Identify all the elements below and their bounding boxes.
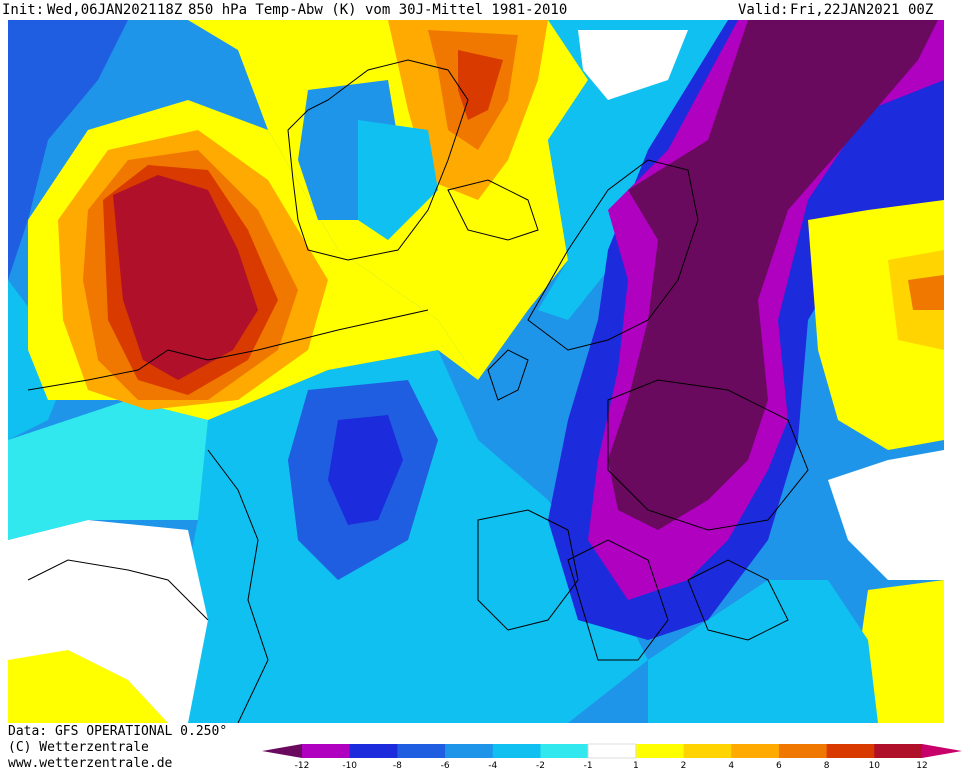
map-title: 850 hPa Temp-Abw (K) vom 30J-Mittel 1981… bbox=[188, 2, 568, 18]
field-west-band bbox=[8, 400, 208, 540]
field-southeast-neutral bbox=[828, 450, 944, 580]
color-legend bbox=[262, 740, 971, 776]
init-label: Init: bbox=[2, 2, 45, 18]
field-west-cold bbox=[8, 20, 128, 280]
legend-tick-label: -10 bbox=[342, 761, 358, 771]
init-date: Wed,06JAN2021 bbox=[47, 2, 157, 18]
field-greenland-red bbox=[458, 50, 503, 120]
zero-contours bbox=[27, 179, 539, 723]
field-europe-deep bbox=[608, 20, 938, 530]
website-link[interactable]: www.wetterzentrale.de bbox=[8, 756, 173, 771]
legend-tick-label: 10 bbox=[868, 761, 881, 771]
valid-date: Fri,22JAN2021 00Z bbox=[790, 2, 934, 18]
legend-swatch bbox=[778, 744, 828, 758]
legend-tick-label: -2 bbox=[535, 761, 545, 771]
map-header: Init: Wed,06JAN2021 18Z 850 hPa Temp-Abw… bbox=[0, 0, 971, 20]
field-arctic-cyan bbox=[538, 20, 728, 320]
legend-swatch bbox=[588, 744, 637, 758]
legend-swatch bbox=[262, 744, 302, 758]
data-source: Data: GFS OPERATIONAL 0.250° bbox=[8, 724, 228, 739]
legend-swatch bbox=[445, 744, 494, 758]
field-southeast-yellow bbox=[858, 580, 944, 723]
field-arctic-neutral bbox=[578, 30, 688, 100]
copyright: (C) Wetterzentrale bbox=[8, 740, 149, 755]
init-hour: 18Z bbox=[157, 2, 183, 18]
legend-tick-label: 2 bbox=[680, 761, 687, 771]
legend-tick-label: -12 bbox=[294, 761, 310, 771]
legend-tick-label: 1 bbox=[632, 761, 639, 771]
coastlines bbox=[287, 59, 809, 661]
valid-label: Valid: bbox=[738, 2, 789, 18]
map-canvas bbox=[8, 20, 944, 723]
legend-swatch bbox=[635, 744, 685, 758]
legend-swatch bbox=[731, 744, 780, 758]
field-atlantic-darkblue bbox=[328, 415, 403, 525]
legend-swatch bbox=[922, 744, 962, 758]
legend-neutral-outline bbox=[587, 743, 637, 759]
legend-swatch bbox=[540, 744, 589, 758]
field-med-cyan bbox=[648, 580, 878, 723]
field-east-orange bbox=[908, 275, 944, 310]
legend-tick-label: 4 bbox=[728, 761, 735, 771]
legend-bar bbox=[262, 743, 962, 759]
field-southwest-yellow bbox=[8, 650, 168, 723]
legend-swatch bbox=[683, 744, 732, 758]
legend-tick-label: 12 bbox=[916, 761, 928, 771]
legend-tick-label: -6 bbox=[440, 761, 450, 771]
legend-tick-label: -4 bbox=[488, 761, 498, 771]
legend-swatch bbox=[492, 744, 541, 758]
field-canada-crimson bbox=[113, 175, 258, 380]
legend-tick-label: -8 bbox=[392, 761, 402, 771]
field-greenland-cyan bbox=[358, 120, 438, 240]
legend-tick-label: -1 bbox=[583, 761, 593, 771]
legend-swatch bbox=[826, 744, 875, 758]
legend-swatch bbox=[397, 744, 446, 758]
legend-tick-label: 8 bbox=[823, 761, 830, 771]
temperature-anomaly-map bbox=[8, 20, 944, 723]
legend-swatch bbox=[349, 744, 398, 758]
legend-swatch bbox=[874, 744, 923, 758]
legend-tick-label: 6 bbox=[776, 761, 782, 771]
legend-swatch bbox=[302, 744, 351, 758]
